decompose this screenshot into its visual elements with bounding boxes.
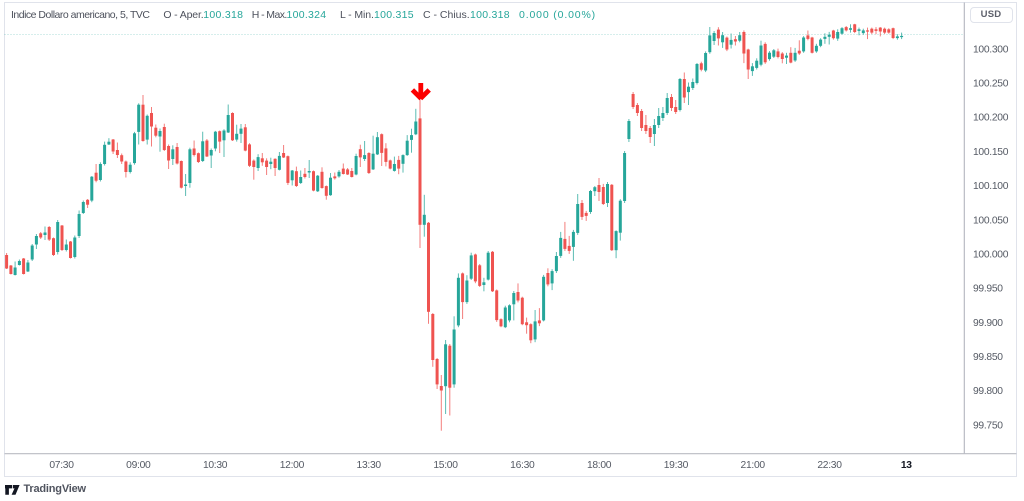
svg-text:16:30: 16:30 — [510, 460, 535, 471]
svg-text:100.100: 100.100 — [973, 181, 1009, 192]
svg-text:99.800: 99.800 — [973, 386, 1003, 397]
svg-text:100.200: 100.200 — [973, 113, 1009, 124]
svg-text:10:30: 10:30 — [203, 460, 228, 471]
svg-text:13:30: 13:30 — [357, 460, 382, 471]
svg-text:19:30: 19:30 — [664, 460, 689, 471]
svg-text:99.900: 99.900 — [973, 318, 1003, 329]
svg-text:18:00: 18:00 — [587, 460, 612, 471]
svg-text:99.850: 99.850 — [973, 352, 1003, 363]
svg-text:99.750: 99.750 — [973, 420, 1003, 431]
svg-text:22:30: 22:30 — [817, 460, 842, 471]
svg-text:12:00: 12:00 — [280, 460, 305, 471]
svg-text:15:00: 15:00 — [433, 460, 458, 471]
svg-text:100.250: 100.250 — [973, 79, 1009, 90]
svg-text:100.150: 100.150 — [973, 147, 1009, 158]
svg-text:99.950: 99.950 — [973, 284, 1003, 295]
svg-text:09:00: 09:00 — [126, 460, 151, 471]
svg-text:100.050: 100.050 — [973, 215, 1009, 226]
svg-text:100.000: 100.000 — [973, 249, 1009, 260]
svg-text:13: 13 — [901, 460, 912, 471]
svg-text:21:00: 21:00 — [741, 460, 766, 471]
svg-text:07:30: 07:30 — [49, 460, 74, 471]
svg-text:100.300: 100.300 — [973, 44, 1009, 55]
